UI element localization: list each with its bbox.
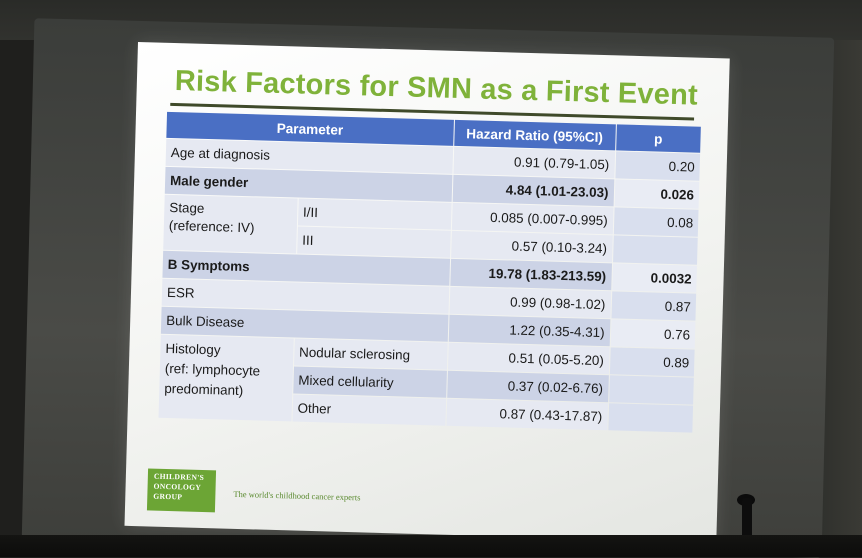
histology-sub-nodular: Nodular sclerosing bbox=[293, 338, 448, 370]
hr-histology-mixed: 0.37 (0.02-6.76) bbox=[446, 370, 609, 403]
risk-factor-table: Parameter Hazard Ratio (95%CI) p Age at … bbox=[157, 111, 701, 434]
p-stage-iii-empty bbox=[612, 235, 698, 265]
stage-sub-i-ii: I/II bbox=[297, 198, 452, 230]
p-histology-other-empty bbox=[607, 403, 694, 433]
hr-histology-other: 0.87 (0.43-17.87) bbox=[446, 398, 608, 431]
p-male: 0.026 bbox=[614, 179, 700, 209]
histology-sub-other: Other bbox=[292, 394, 446, 426]
audience-foreground bbox=[0, 535, 862, 557]
hr-male: 4.84 (1.01-23.03) bbox=[452, 174, 614, 207]
hr-stage-iii: 0.57 (0.10-3.24) bbox=[450, 230, 613, 263]
presentation-slide: Risk Factors for SMN as a First Event Pa… bbox=[124, 42, 730, 543]
p-bsymptoms: 0.0032 bbox=[611, 263, 697, 293]
hr-stage-i-ii: 0.085 (0.007-0.995) bbox=[451, 202, 614, 235]
p-stage: 0.08 bbox=[613, 207, 699, 237]
hr-bulk: 1.22 (0.35-4.31) bbox=[448, 314, 610, 347]
stage-label-line1: Stage bbox=[169, 199, 205, 216]
hr-age: 0.91 (0.79-1.05) bbox=[453, 146, 615, 179]
histology-label-line1: Histology bbox=[165, 340, 221, 358]
logo-line3: GROUP bbox=[153, 491, 183, 502]
p-age: 0.20 bbox=[614, 151, 701, 181]
logo-line2: ONCOLOGY bbox=[153, 481, 202, 492]
stage-sub-iii: III bbox=[296, 226, 451, 258]
row-label-stage: Stage (reference: IV) bbox=[163, 194, 298, 254]
row-label-histology: Histology (ref: lymphocyte predominant) bbox=[158, 334, 294, 422]
header-p: p bbox=[615, 124, 701, 153]
cog-logo: CHILDREN'S ONCOLOGY GROUP bbox=[146, 468, 217, 513]
stage-label-line2: (reference: IV) bbox=[168, 217, 255, 236]
hr-histology-nodular: 0.51 (0.05-5.20) bbox=[447, 342, 610, 375]
microphone-stand bbox=[742, 498, 752, 538]
p-histology: 0.89 bbox=[609, 347, 695, 377]
logo-line1: CHILDREN'S bbox=[153, 471, 205, 483]
hr-bsymptoms: 19.78 (1.83-213.59) bbox=[449, 258, 612, 291]
p-bulk: 0.76 bbox=[610, 319, 696, 349]
histology-sub-mixed: Mixed cellularity bbox=[292, 366, 447, 398]
p-esr: 0.87 bbox=[610, 291, 697, 321]
slide-tagline: The world's childhood cancer experts bbox=[233, 488, 361, 503]
p-histology-mixed-empty bbox=[608, 375, 694, 405]
histology-label-line3: predominant) bbox=[164, 380, 244, 399]
header-hazard-ratio: Hazard Ratio (95%CI) bbox=[453, 119, 616, 151]
histology-label-line2: (ref: lymphocyte bbox=[164, 360, 261, 379]
hr-esr: 0.99 (0.98-1.02) bbox=[449, 286, 611, 319]
